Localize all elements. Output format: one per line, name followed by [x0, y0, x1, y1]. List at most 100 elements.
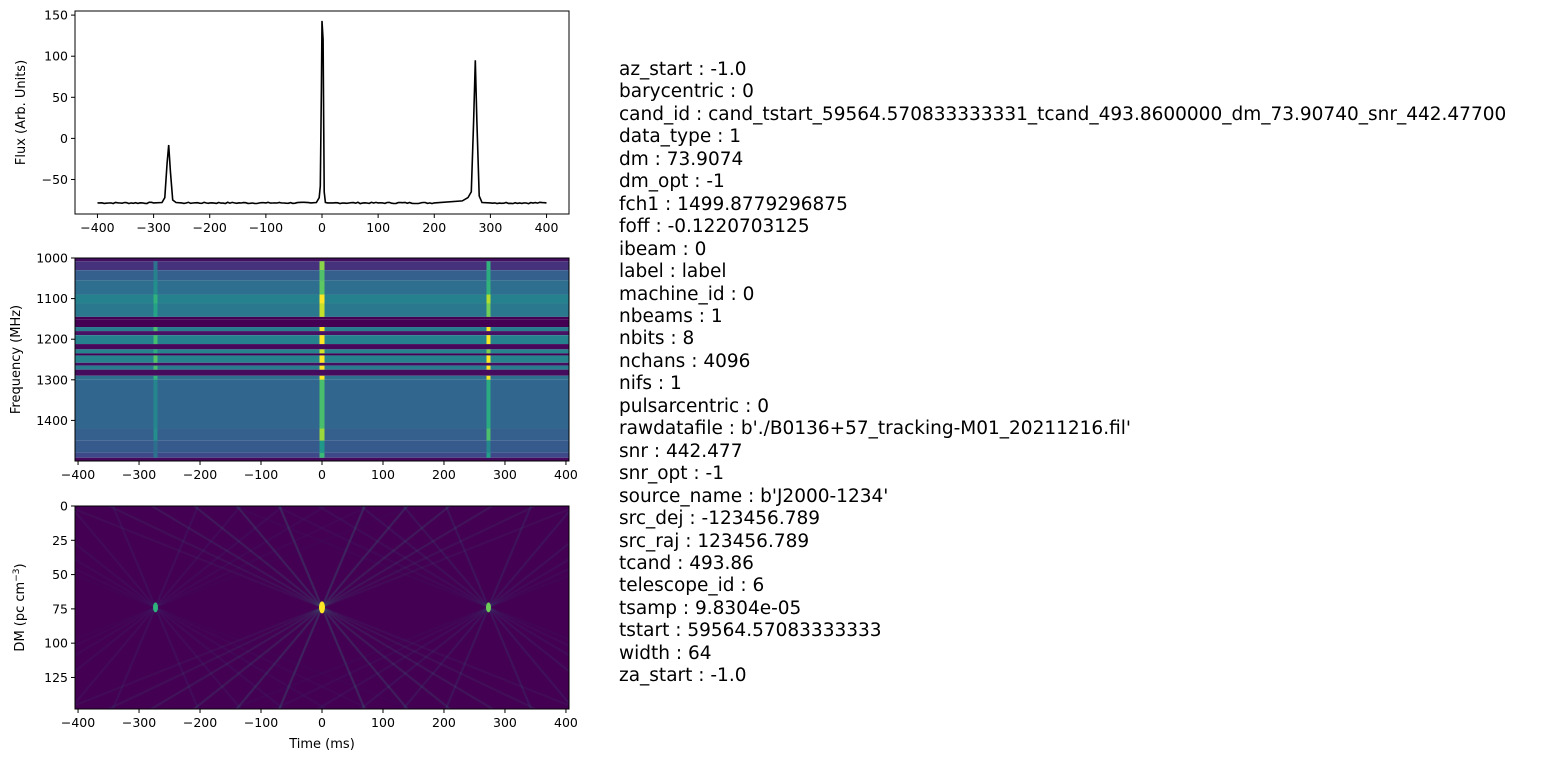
time-xlabel: Time (ms) [288, 737, 355, 752]
frequency-band [75, 353, 569, 356]
pulse-streak [319, 349, 325, 354]
pulse-streak [486, 280, 491, 295]
dm-ytick-label: 0 [60, 499, 68, 514]
parameter-line: barycentric : 0 [619, 81, 754, 103]
parameter-line: nchans : 4096 [619, 350, 751, 372]
profile-ylabel: Flux (Arb. Units) [14, 60, 29, 165]
pulse-streak [153, 335, 158, 345]
pulse-streak [153, 440, 158, 453]
pulse-streak [153, 349, 158, 354]
pulse-streak [319, 280, 325, 295]
frequency-xtick-label: 0 [318, 467, 326, 482]
pulse-streak [486, 440, 491, 453]
frequency-ytick-label: 1200 [36, 332, 68, 347]
dm-xtick-label: −400 [61, 715, 95, 730]
dm-xtick-label: 200 [432, 715, 456, 730]
pulse-streak [319, 379, 325, 429]
frequency-band [75, 331, 569, 336]
pulse-streak [319, 428, 325, 441]
parameter-line: machine_id : 0 [619, 283, 755, 305]
pulse-streak [486, 375, 491, 380]
pulse-streak [153, 379, 158, 429]
dm-xtick-label: −200 [183, 715, 217, 730]
parameter-line: tsamp : 9.8304e-05 [619, 597, 802, 619]
pulse-streak [486, 428, 491, 441]
profile-xtick-label: −300 [136, 220, 170, 235]
profile-ytick-label: 100 [44, 49, 68, 64]
dm-ytick-label: 100 [44, 636, 68, 651]
parameter-line: nbeams : 1 [619, 305, 723, 327]
pulse-streak [153, 355, 158, 363]
pulse-streak [319, 335, 325, 345]
frequency-ytick-label: 1000 [36, 251, 68, 266]
parameter-line: ibeam : 0 [619, 238, 707, 260]
pulse-streak [319, 375, 325, 380]
frequency-xtick-label: −400 [61, 467, 95, 482]
parameter-line: az_start : -1.0 [619, 59, 747, 80]
parameter-line: src_raj : 123456.789 [619, 530, 810, 552]
parameter-line: src_dej : -123456.789 [619, 508, 821, 530]
dm-xtick-label: 100 [371, 715, 395, 730]
dm-time-panel: −400 −300 −200 −100 0 100 200 300 400 0 25 50 75 100… [12, 499, 578, 753]
frequency-xtick-label: 400 [554, 467, 578, 482]
parameter-line: snr : 442.477 [619, 440, 743, 462]
profile-line [97, 20, 547, 205]
parameter-line: label : label [619, 261, 727, 283]
frequency-band [75, 362, 569, 366]
pulse-streak [319, 355, 325, 363]
profile-xtick-label: 200 [422, 220, 446, 235]
pulse-streak [486, 303, 491, 317]
profile-xtick-label: −100 [249, 220, 283, 235]
profile-ytick-label: 150 [44, 8, 68, 23]
dm-ytick-label: 75 [52, 601, 68, 616]
pulse-streak [319, 270, 325, 281]
pulse-streak [153, 270, 158, 281]
dm-ytick-label: 125 [44, 670, 68, 685]
candidate-parameters: az_start : -1.0 barycentric : 0 cand_id : … [619, 59, 1506, 688]
dm-xtick-label: 0 [318, 715, 326, 730]
pulse-streak [319, 452, 325, 458]
frequency-xtick-label: 200 [432, 467, 456, 482]
parameter-line: dm_opt : -1 [619, 171, 725, 193]
profile-ytick-label: −50 [42, 172, 68, 187]
parameter-line: pulsarcentric : 0 [619, 395, 769, 417]
dm-peak [319, 601, 325, 614]
pulse-streak [486, 365, 491, 370]
pulse-streak [319, 365, 325, 370]
profile-xtick-label: 400 [535, 220, 559, 235]
parameter-line: snr_opt : -1 [619, 463, 724, 485]
dm-peak [485, 602, 491, 613]
pulse-streak [319, 440, 325, 453]
pulse-streak [153, 375, 158, 380]
frequency-xtick-label: 300 [493, 467, 517, 482]
frequency-time-panel: −400 −300 −200 −100 0 100 200 300 400 1000 1100 12… [9, 251, 578, 483]
dm-xtick-label: −300 [122, 715, 156, 730]
pulse-streak [486, 349, 491, 354]
pulse-streak [319, 327, 325, 332]
dm-xtick-label: 400 [554, 715, 578, 730]
frequency-xtick-label: −300 [122, 467, 156, 482]
diagnostic-figure: −400 −300 −200 −100 0 100 200 300 400 −50 0 50 100 1… [9, 8, 578, 753]
frequency-band [75, 316, 569, 320]
parameter-line: tcand : 493.86 [619, 552, 754, 574]
dm-xtick-label: 300 [493, 715, 517, 730]
profile-xtick-label: 300 [478, 220, 502, 235]
parameter-line: tstart : 59564.57083333333 [619, 620, 882, 642]
pulse-streak [153, 280, 158, 295]
pulse-streak [486, 294, 491, 304]
frequency-xtick-label: −200 [183, 467, 217, 482]
parameter-line: width : 64 [619, 642, 712, 664]
pulse-streak [486, 379, 491, 429]
profile-xtick-label: 100 [366, 220, 390, 235]
parameter-line: dm : 73.9074 [619, 148, 744, 170]
frequency-xtick-label: −100 [244, 467, 278, 482]
pulse-streak [486, 335, 491, 345]
profile-ytick-label: 50 [52, 90, 68, 105]
profile-xtick-label: 0 [318, 220, 326, 235]
dm-peak [153, 602, 159, 613]
frequency-ytick-label: 1400 [36, 413, 68, 428]
profile-xtick-label: −200 [193, 220, 227, 235]
frequency-band [75, 344, 569, 350]
parameter-line: cand_id : cand_tstart_59564.570833333331… [619, 103, 1507, 125]
frequency-xtick-label: 100 [371, 467, 395, 482]
